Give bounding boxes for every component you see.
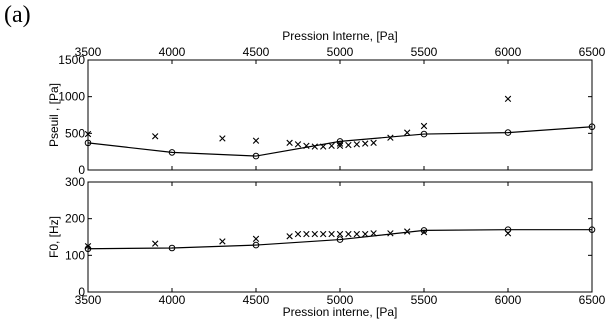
- pseuil-x-marker: [286, 139, 293, 147]
- pseuil-xtick-label: 6500: [579, 45, 605, 59]
- f0-circle-marker: [168, 244, 176, 252]
- pseuil-circle-marker: [168, 149, 176, 156]
- pseuil-x-marker: [336, 140, 344, 147]
- f0-circle-marker: [504, 226, 512, 233]
- f0-x-marker: [84, 242, 92, 250]
- pseuil-xtick-label: 6000: [495, 45, 522, 59]
- f0-x-marker: [387, 230, 394, 237]
- pseuil-series-line: [87, 126, 593, 157]
- pseuil-x-marker: [345, 141, 352, 149]
- f0-x-marker: [303, 230, 310, 238]
- pseuil-ytick-label: 1000: [58, 90, 85, 104]
- pseuil-circle-marker: [588, 123, 596, 131]
- pseuil-xtick-label: 5000: [327, 45, 354, 59]
- f0-x-marker: [286, 233, 293, 240]
- f0-x-marker: [370, 230, 377, 237]
- pseuil-x-marker: [504, 95, 512, 103]
- f0-x-marker: [311, 230, 318, 238]
- pseuil-x-marker: [311, 143, 318, 150]
- f0-x-marker: [320, 230, 327, 238]
- pseuil-circle-marker: [504, 129, 512, 136]
- f0-x-marker: [252, 235, 260, 243]
- f0-x-marker: [328, 230, 335, 238]
- pseuil-x-marker: [420, 122, 428, 130]
- pseuil-xtick-label: 5500: [411, 45, 438, 59]
- pseuil-circle-marker: [84, 139, 92, 147]
- f0-x-marker: [294, 230, 302, 238]
- pseuil-xtick-label: 4000: [159, 45, 186, 59]
- pseuil-x-marker: [219, 135, 226, 142]
- f0-x-marker: [219, 238, 226, 245]
- f0-xtick-label: 4000: [159, 293, 186, 307]
- pseuil-x-marker: [294, 141, 302, 148]
- f0-x-marker: [152, 240, 159, 247]
- f0-circle-marker: [252, 241, 260, 249]
- pseuil-x-marker: [84, 130, 92, 138]
- f0-ytick-label: 300: [65, 175, 85, 189]
- f0-y-axis-label: F0, [Hz]: [47, 216, 61, 258]
- f0-x-marker: [420, 229, 428, 236]
- pseuil-x-marker: [303, 142, 310, 149]
- pseuil-x-marker: [387, 134, 394, 141]
- f0-circle-marker: [336, 236, 344, 243]
- f0-ytick-label: 100: [65, 248, 85, 262]
- f0-ytick-label: 0: [78, 285, 85, 299]
- pseuil-x-marker: [404, 129, 411, 136]
- pseuil-xtick-label: 4500: [243, 45, 270, 59]
- pseuil-xtick-label: 3500: [75, 45, 102, 59]
- pseuil-circle-marker: [420, 130, 428, 138]
- f0-circle-marker: [588, 226, 596, 233]
- pseuil-x-marker: [320, 143, 327, 150]
- pseuil-circle-marker: [252, 152, 260, 160]
- pseuil-x-marker: [362, 140, 369, 147]
- f0-xtick-label: 6500: [579, 293, 605, 307]
- pseuil-y-axis-label: Pseuil , [Pa]: [47, 83, 61, 147]
- f0-x-axis-label: Pression interne, [Pa]: [283, 305, 398, 319]
- f0-x-marker: [336, 230, 344, 238]
- f0-plot: 3500 4000 4500 5000 5500 6000 6500 0 100 200 300 Pr…: [47, 175, 605, 319]
- f0-xtick-label: 6000: [495, 293, 522, 307]
- panel-label: (a): [4, 2, 31, 28]
- pseuil-x-marker: [152, 133, 159, 140]
- pseuil-x-axis-label: Pression Interne, [Pa]: [282, 29, 397, 43]
- f0-circle-marker: [420, 227, 428, 234]
- f0-xtick-label: 5500: [411, 293, 438, 307]
- f0-xtick-label: 5000: [327, 293, 354, 307]
- pseuil-x-marker: [328, 142, 335, 149]
- f0-ytick-label: 200: [65, 212, 85, 226]
- f0-xtick-label: 4500: [243, 293, 270, 307]
- f0-x-marker: [353, 230, 360, 238]
- pseuil-x-marker: [353, 141, 360, 148]
- f0-x-marker: [404, 228, 411, 235]
- pseuil-ytick-label: 500: [65, 126, 85, 140]
- pseuil-ytick-label: 1500: [58, 53, 85, 67]
- pseuil-axes-frame: [87, 59, 593, 171]
- pseuil-x-marker: [336, 142, 344, 149]
- f0-x-marker: [345, 230, 352, 238]
- f0-x-marker: [362, 230, 369, 238]
- pseuil-x-marker: [252, 137, 260, 144]
- f0-x-marker: [504, 230, 512, 237]
- pseuil-x-marker: [370, 139, 377, 147]
- f0-xtick-label: 3500: [75, 293, 102, 307]
- f0-series-line: [87, 229, 592, 250]
- pseuil-plot: 3500 4000 4500 5000 5500 6000 6500 0 500 1000 1500…: [47, 29, 605, 177]
- pseuil-ytick-label: 0: [78, 163, 85, 177]
